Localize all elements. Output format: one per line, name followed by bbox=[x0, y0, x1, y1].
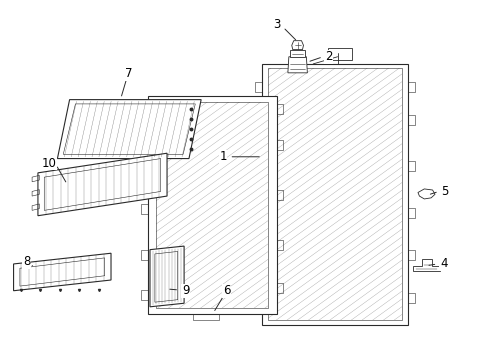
Text: 1: 1 bbox=[220, 150, 227, 163]
Polygon shape bbox=[150, 246, 184, 307]
Polygon shape bbox=[290, 50, 305, 57]
Polygon shape bbox=[14, 253, 111, 291]
Text: 10: 10 bbox=[42, 157, 56, 170]
Polygon shape bbox=[38, 153, 167, 216]
Polygon shape bbox=[150, 246, 184, 307]
Text: 7: 7 bbox=[125, 67, 133, 80]
Polygon shape bbox=[292, 41, 303, 50]
Text: 6: 6 bbox=[223, 284, 230, 297]
Text: 9: 9 bbox=[182, 284, 189, 297]
Polygon shape bbox=[262, 64, 408, 325]
Polygon shape bbox=[14, 253, 111, 291]
Text: 8: 8 bbox=[23, 255, 30, 268]
Text: 2: 2 bbox=[325, 50, 333, 63]
Polygon shape bbox=[147, 96, 277, 314]
Polygon shape bbox=[57, 100, 201, 158]
Text: 4: 4 bbox=[440, 257, 447, 270]
Text: 3: 3 bbox=[273, 18, 280, 31]
Text: 5: 5 bbox=[441, 185, 448, 198]
Polygon shape bbox=[57, 100, 201, 158]
Polygon shape bbox=[288, 57, 307, 73]
Polygon shape bbox=[38, 153, 167, 216]
Polygon shape bbox=[413, 258, 440, 271]
Polygon shape bbox=[418, 189, 435, 199]
Polygon shape bbox=[147, 96, 277, 314]
